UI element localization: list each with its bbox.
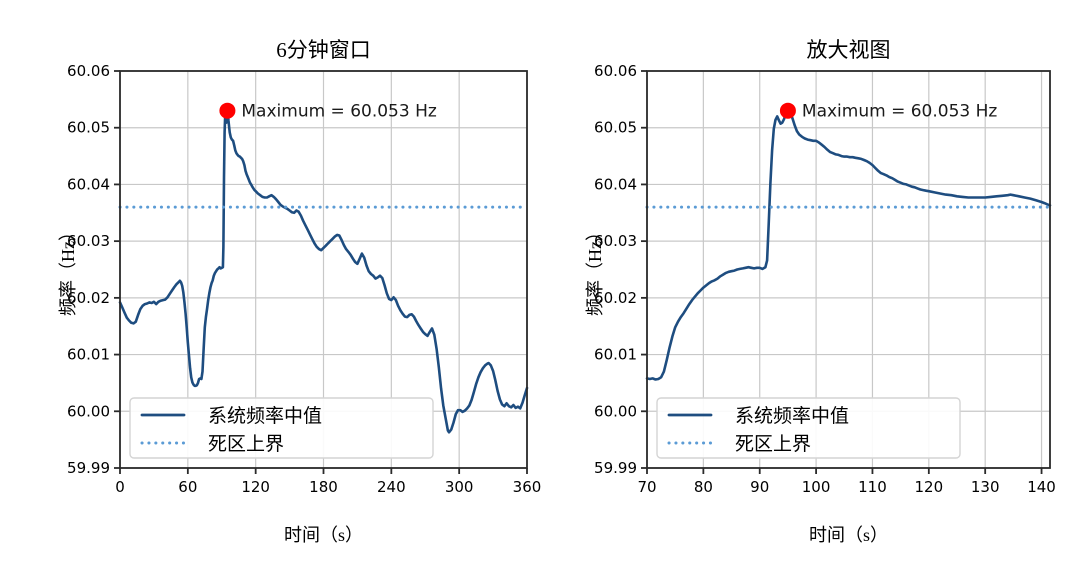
x-tick-label: 300	[445, 478, 474, 496]
x-tick-label: 0	[115, 478, 125, 496]
y-tick-label: 60.03	[67, 232, 110, 250]
system-frequency-median-line	[645, 109, 1052, 381]
system-frequency-median-line	[118, 109, 529, 434]
y-tick-label: 60.01	[67, 346, 110, 364]
y-tick-label: 59.99	[67, 459, 110, 477]
x-tick-label: 80	[694, 478, 713, 496]
x-axis-label: 时间（s）	[284, 525, 363, 545]
x-tick-label: 120	[241, 478, 270, 496]
x-tick-label: 360	[513, 478, 542, 496]
y-tick-label: 60.00	[594, 402, 637, 420]
chart-title: 6分钟窗口	[276, 38, 371, 62]
legend-label-deadband: 死区上界	[208, 433, 284, 455]
y-tick-label: 60.00	[67, 402, 110, 420]
y-tick-label: 60.04	[67, 175, 110, 193]
y-tick-label: 59.99	[594, 459, 637, 477]
x-tick-label: 120	[914, 478, 943, 496]
x-tick-label: 140	[1027, 478, 1056, 496]
left-chart: Maximum = 60.053 Hz 0 60 120 180 240 300 360 59.…	[58, 38, 541, 545]
legend-label-series: 系统频率中值	[735, 405, 849, 427]
x-tick-label: 240	[377, 478, 406, 496]
legend-box	[129, 397, 434, 459]
y-tick-label: 60.05	[594, 119, 637, 137]
x-tick-label: 100	[802, 478, 831, 496]
legend-label-series: 系统频率中值	[208, 405, 322, 427]
y-axis-label: 频率（Hz）	[585, 223, 605, 316]
right-chart: Maximum = 60.053 Hz 70 80 90 100 110 120 130 140…	[585, 38, 1056, 545]
y-tick-label: 60.03	[594, 232, 637, 250]
maximum-marker	[219, 102, 236, 119]
maximum-annotation: Maximum = 60.053 Hz	[241, 102, 436, 122]
maximum-annotation: Maximum = 60.053 Hz	[802, 102, 997, 122]
maximum-marker	[779, 102, 796, 119]
x-tick-label: 110	[858, 478, 887, 496]
x-tick-label: 70	[637, 478, 656, 496]
x-tick-label: 130	[971, 478, 1000, 496]
legend-label-deadband: 死区上界	[735, 433, 811, 455]
x-tick-label: 90	[750, 478, 769, 496]
chart-title: 放大视图	[807, 38, 891, 62]
y-tick-label: 60.02	[67, 289, 110, 307]
y-axis-label: 频率（Hz）	[58, 223, 78, 316]
y-tick-label: 60.05	[67, 119, 110, 137]
y-tick-label: 60.02	[594, 289, 637, 307]
y-tick-label: 60.04	[594, 175, 637, 193]
x-tick-label: 60	[178, 478, 197, 496]
legend-box	[656, 397, 961, 459]
y-tick-label: 60.06	[67, 62, 110, 80]
x-tick-label: 180	[309, 478, 338, 496]
plot-border	[646, 70, 1051, 469]
y-tick-label: 60.06	[594, 62, 637, 80]
y-tick-label: 60.01	[594, 346, 637, 364]
x-axis-label: 时间（s）	[809, 525, 888, 545]
